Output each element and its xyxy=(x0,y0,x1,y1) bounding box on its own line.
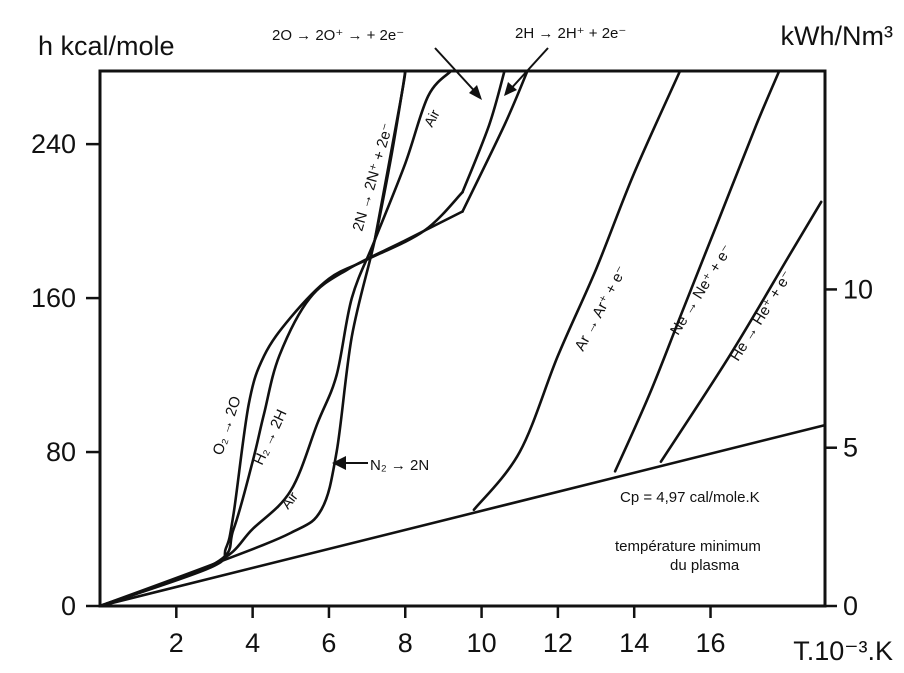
curve-n-2n xyxy=(98,69,407,608)
x-tick-label: 10 xyxy=(467,628,497,658)
x-tick-label: 16 xyxy=(696,628,726,658)
label-2h-ionization: 2H → 2H⁺ + 2e⁻ xyxy=(515,25,626,42)
y-tick-label: 240 xyxy=(31,129,76,159)
curve-ar-ar-e xyxy=(472,69,682,512)
y-tick-label: 0 xyxy=(61,591,76,621)
y-tick-label: 80 xyxy=(46,437,76,467)
x-tick-label: 14 xyxy=(619,628,649,658)
label-cp: Cp = 4,97 cal/mole.K xyxy=(620,489,760,506)
x-tick-label: 8 xyxy=(398,628,413,658)
plot-frame xyxy=(98,69,827,608)
arrow-to-2h-curve xyxy=(504,47,549,96)
y-tick-label: 160 xyxy=(31,283,76,313)
y-axis-right: 0 5 10 xyxy=(825,274,873,621)
curve-ne-ne-e xyxy=(613,69,781,473)
curve-air xyxy=(98,69,453,608)
x-tick-label: 2 xyxy=(169,628,184,658)
curve-cp-4-97-cal-mole-k xyxy=(98,423,827,608)
x-tick-label: 4 xyxy=(245,628,260,658)
curves-layer xyxy=(98,69,827,608)
x-axis: 2 4 6 8 10 12 14 16 xyxy=(169,606,726,658)
label-o2-dissociation: O₂ → 2O xyxy=(210,394,245,457)
label-air-low: Air xyxy=(278,488,301,512)
curve-2n-2n-2e xyxy=(373,69,407,242)
label-ne-ionization: Ne → Ne⁺ + e⁻ xyxy=(667,242,736,338)
y-axis-left: 0 80 160 240 xyxy=(31,129,100,621)
y-axis-label: h kcal/mole xyxy=(38,31,175,61)
label-min-temp-1: température minimum xyxy=(615,538,761,555)
x-axis-label: T.10⁻³.K xyxy=(793,636,893,666)
label-n2-dissociation: N₂ → 2N xyxy=(370,457,429,474)
curve-he-he-e xyxy=(659,200,823,463)
x-tick-label: 12 xyxy=(543,628,573,658)
x-tick-label: 6 xyxy=(321,628,336,658)
y-axis-right-label: kWh/Nm³ xyxy=(781,21,893,51)
label-he-ionization: He → He⁺ + e⁻ xyxy=(727,268,796,364)
curve-2h-2h-2e xyxy=(461,69,529,213)
label-ar-ionization: Ar → Ar⁺ + e⁻ xyxy=(572,263,631,354)
arrow-to-2o-curve xyxy=(434,47,482,100)
y-right-tick-label: 5 xyxy=(843,433,858,463)
curve-o-2o xyxy=(98,190,464,608)
label-h2-dissociation: H₂ → 2H xyxy=(250,407,290,468)
arrow-to-n2-curve xyxy=(332,456,368,470)
label-min-temp-2: du plasma xyxy=(670,557,740,574)
curve-h-2h xyxy=(98,210,464,608)
y-right-tick-label: 10 xyxy=(843,274,873,304)
label-air-high: Air xyxy=(421,106,443,129)
y-right-tick-label: 0 xyxy=(843,591,858,621)
label-2n-ionization: 2N → 2N⁺ + 2e⁻ xyxy=(350,121,397,233)
curve-2o-2o-2e xyxy=(461,69,506,194)
label-2o-ionization: 2O → 2O⁺ → + 2e⁻ xyxy=(272,27,404,44)
